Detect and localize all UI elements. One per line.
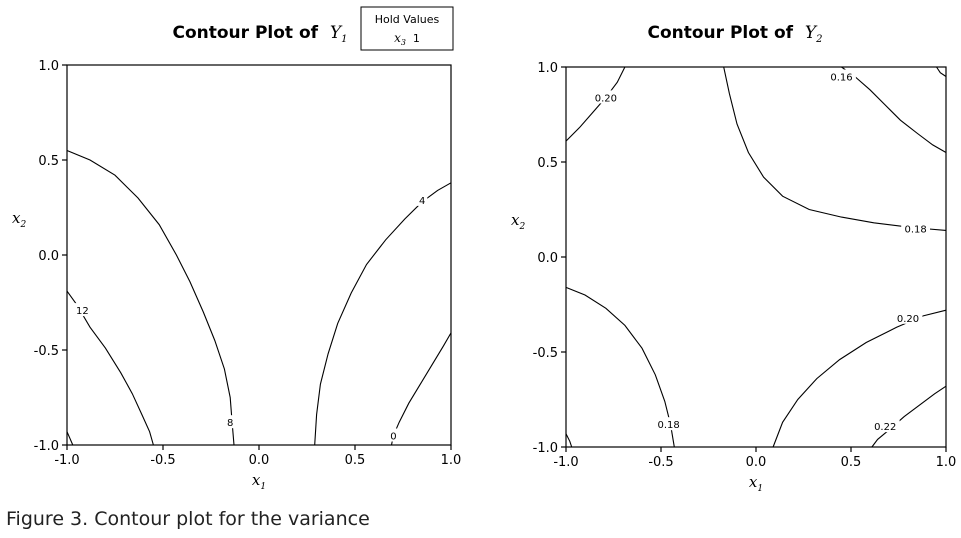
- hold-values-frame: [360, 6, 454, 51]
- plot-frame: [565, 66, 947, 448]
- contour-label: 0.20: [595, 93, 617, 104]
- contour-line-0-16: [841, 66, 947, 153]
- x-tick-label: -1.0: [553, 455, 578, 470]
- plot-y2: Contour Plot of Y20.200.180.160.180.200.…: [511, 23, 956, 494]
- contour-line-0: [390, 332, 452, 446]
- y-axis-label: x2: [511, 211, 525, 232]
- contour-line-0-16: [936, 66, 947, 77]
- contour-label: 0.18: [904, 225, 926, 236]
- x-tick-label: -0.5: [648, 455, 673, 470]
- contour-label-bg: [870, 419, 900, 433]
- x-tick-label: 1.0: [936, 455, 957, 470]
- y-axis-label: x2: [12, 209, 26, 230]
- x-tick-label: -0.5: [150, 453, 175, 468]
- contour-label-bg: [74, 303, 91, 317]
- contour-label-bg: [893, 310, 923, 324]
- contour-label-bg: [388, 428, 399, 442]
- contour-line-0-22: [871, 385, 947, 448]
- hold-values-title: Hold Values: [375, 13, 440, 26]
- x-tick-label: 0.5: [841, 455, 862, 470]
- x-tick-label: 0.0: [746, 455, 767, 470]
- figure-caption: Figure 3. Contour plot for the variance: [6, 508, 370, 530]
- contour-label: 4: [419, 196, 425, 207]
- contour-lines: 0.20 0.18 0.16 0.18 0.20 0.22: [565, 66, 947, 448]
- contour-label-bg: [827, 69, 856, 83]
- contour-line-0-18: [565, 433, 573, 448]
- y-tick-label: 1.0: [38, 59, 59, 74]
- x-tick-label: -1.0: [54, 453, 79, 468]
- y-tick-label: 1.0: [537, 61, 558, 76]
- y-tick-label: 0.0: [38, 249, 59, 264]
- contour-label: 0: [390, 432, 396, 443]
- hold-values-box: Hold Values x3 1: [360, 6, 454, 51]
- x-axis-label: x1: [749, 473, 763, 494]
- contour-label: 8: [227, 418, 233, 429]
- contour-label-bg: [591, 90, 621, 104]
- contour-label: 0.20: [897, 314, 919, 325]
- x-tick-label: 1.0: [441, 453, 462, 468]
- contour-line-0-18: [723, 66, 947, 231]
- contour-label: 0.16: [830, 73, 852, 84]
- contour-label-bg: [225, 415, 236, 429]
- contour-line-12: [66, 431, 74, 446]
- contour-label: 0.22: [874, 422, 896, 433]
- x-axis-label: x1: [252, 471, 266, 492]
- y-tick-label: -0.5: [533, 346, 558, 361]
- contour-line-0-20: [772, 309, 947, 448]
- plot-frame: [66, 64, 452, 446]
- x-tick-label: 0.0: [249, 453, 270, 468]
- contour-label: 12: [76, 306, 89, 317]
- contour-lines: 12 8 4 0: [66, 149, 452, 446]
- y-tick-label: -0.5: [34, 344, 59, 359]
- contour-label: 0.18: [657, 420, 679, 431]
- y-tick-label: -1.0: [533, 441, 558, 456]
- plot-y1: Contour Plot of Y1 12 8 4 0 -1.0 -0.5 0.0 0.5 1.0…: [12, 23, 461, 492]
- x-tick-label: 0.5: [345, 453, 366, 468]
- contour-label-bg: [901, 221, 930, 235]
- chart-title: Contour Plot of Y2: [647, 23, 822, 45]
- y-tick-label: -1.0: [34, 439, 59, 454]
- contour-line-0-20: [565, 66, 626, 142]
- y-tick-label: 0.5: [537, 156, 558, 171]
- chart-title: Contour Plot of Y1: [172, 23, 347, 45]
- hold-values-entry: x3 1: [394, 31, 420, 47]
- contour-line-4: [314, 182, 452, 446]
- contour-line-0-18: [565, 286, 675, 448]
- y-tick-label: 0.5: [38, 154, 59, 169]
- contour-label-bg: [654, 417, 683, 431]
- contour-line-8: [66, 149, 235, 446]
- contour-label-bg: [417, 192, 428, 206]
- y-tick-label: 0.0: [537, 251, 558, 266]
